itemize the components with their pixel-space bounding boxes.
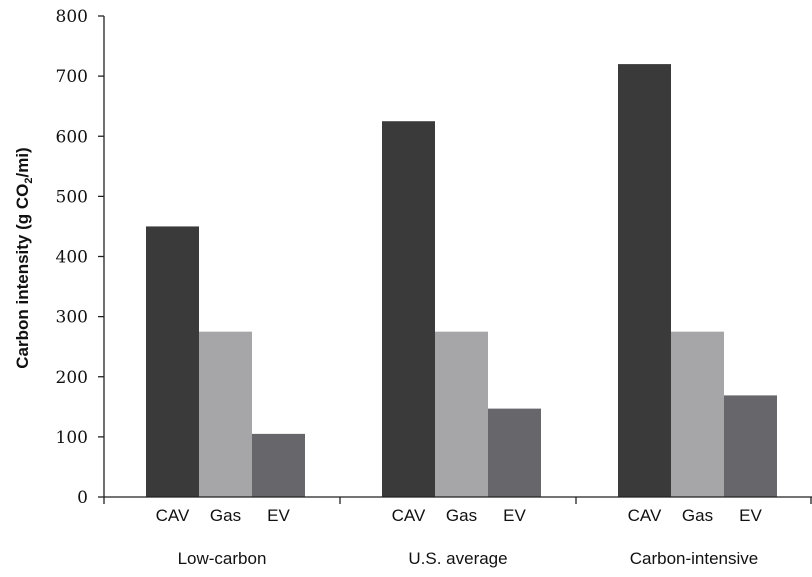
y-axis-title-main: Carbon intensity (g CO	[13, 184, 32, 369]
bars-layer	[146, 64, 777, 497]
bar-2-ev	[724, 395, 777, 497]
y-axis-title-unit: /mi)	[13, 147, 32, 177]
group-label-2: Carbon-intensive	[630, 549, 759, 568]
y-tick-label-300: 300	[56, 308, 88, 328]
y-tick-label-600: 600	[56, 127, 88, 147]
bar-2-gas	[671, 331, 724, 497]
y-tick-label-0: 0	[77, 488, 88, 508]
bar-label-0-gas: Gas	[210, 506, 241, 525]
y-tick-label-800: 800	[56, 7, 88, 27]
y-tick-label-200: 200	[56, 368, 88, 388]
bar-label-1-cav: CAV	[392, 506, 426, 525]
bar-label-2-ev: EV	[739, 506, 762, 525]
bar-1-gas	[435, 331, 488, 497]
y-tick-label-100: 100	[56, 428, 88, 448]
bar-label-0-ev: EV	[267, 506, 290, 525]
bar-1-ev	[488, 408, 541, 497]
y-tick-label-500: 500	[56, 187, 88, 207]
bar-label-1-gas: Gas	[446, 506, 477, 525]
bar-0-ev	[252, 433, 305, 497]
bar-0-cav	[146, 226, 199, 497]
group-label-1: U.S. average	[408, 549, 507, 568]
bar-2-cav	[618, 64, 671, 497]
y-axis-title: Carbon intensity (g CO2/mi)	[13, 147, 35, 368]
axes-layer	[98, 15, 812, 504]
y-axis-title-subscript: 2	[23, 177, 35, 183]
y-tick-label-700: 700	[56, 67, 88, 87]
bar-1-cav	[382, 121, 435, 497]
bar-0-gas	[199, 331, 252, 497]
bar-label-1-ev: EV	[503, 506, 526, 525]
bar-label-2-gas: Gas	[682, 506, 713, 525]
bar-label-2-cav: CAV	[628, 506, 662, 525]
y-tick-label-400: 400	[56, 248, 88, 268]
group-label-0: Low-carbon	[178, 549, 267, 568]
bar-label-0-cav: CAV	[156, 506, 190, 525]
labels-layer: CAV Gas EV Low-carbon CAV Gas EV U.S. average CA…	[56, 7, 763, 568]
